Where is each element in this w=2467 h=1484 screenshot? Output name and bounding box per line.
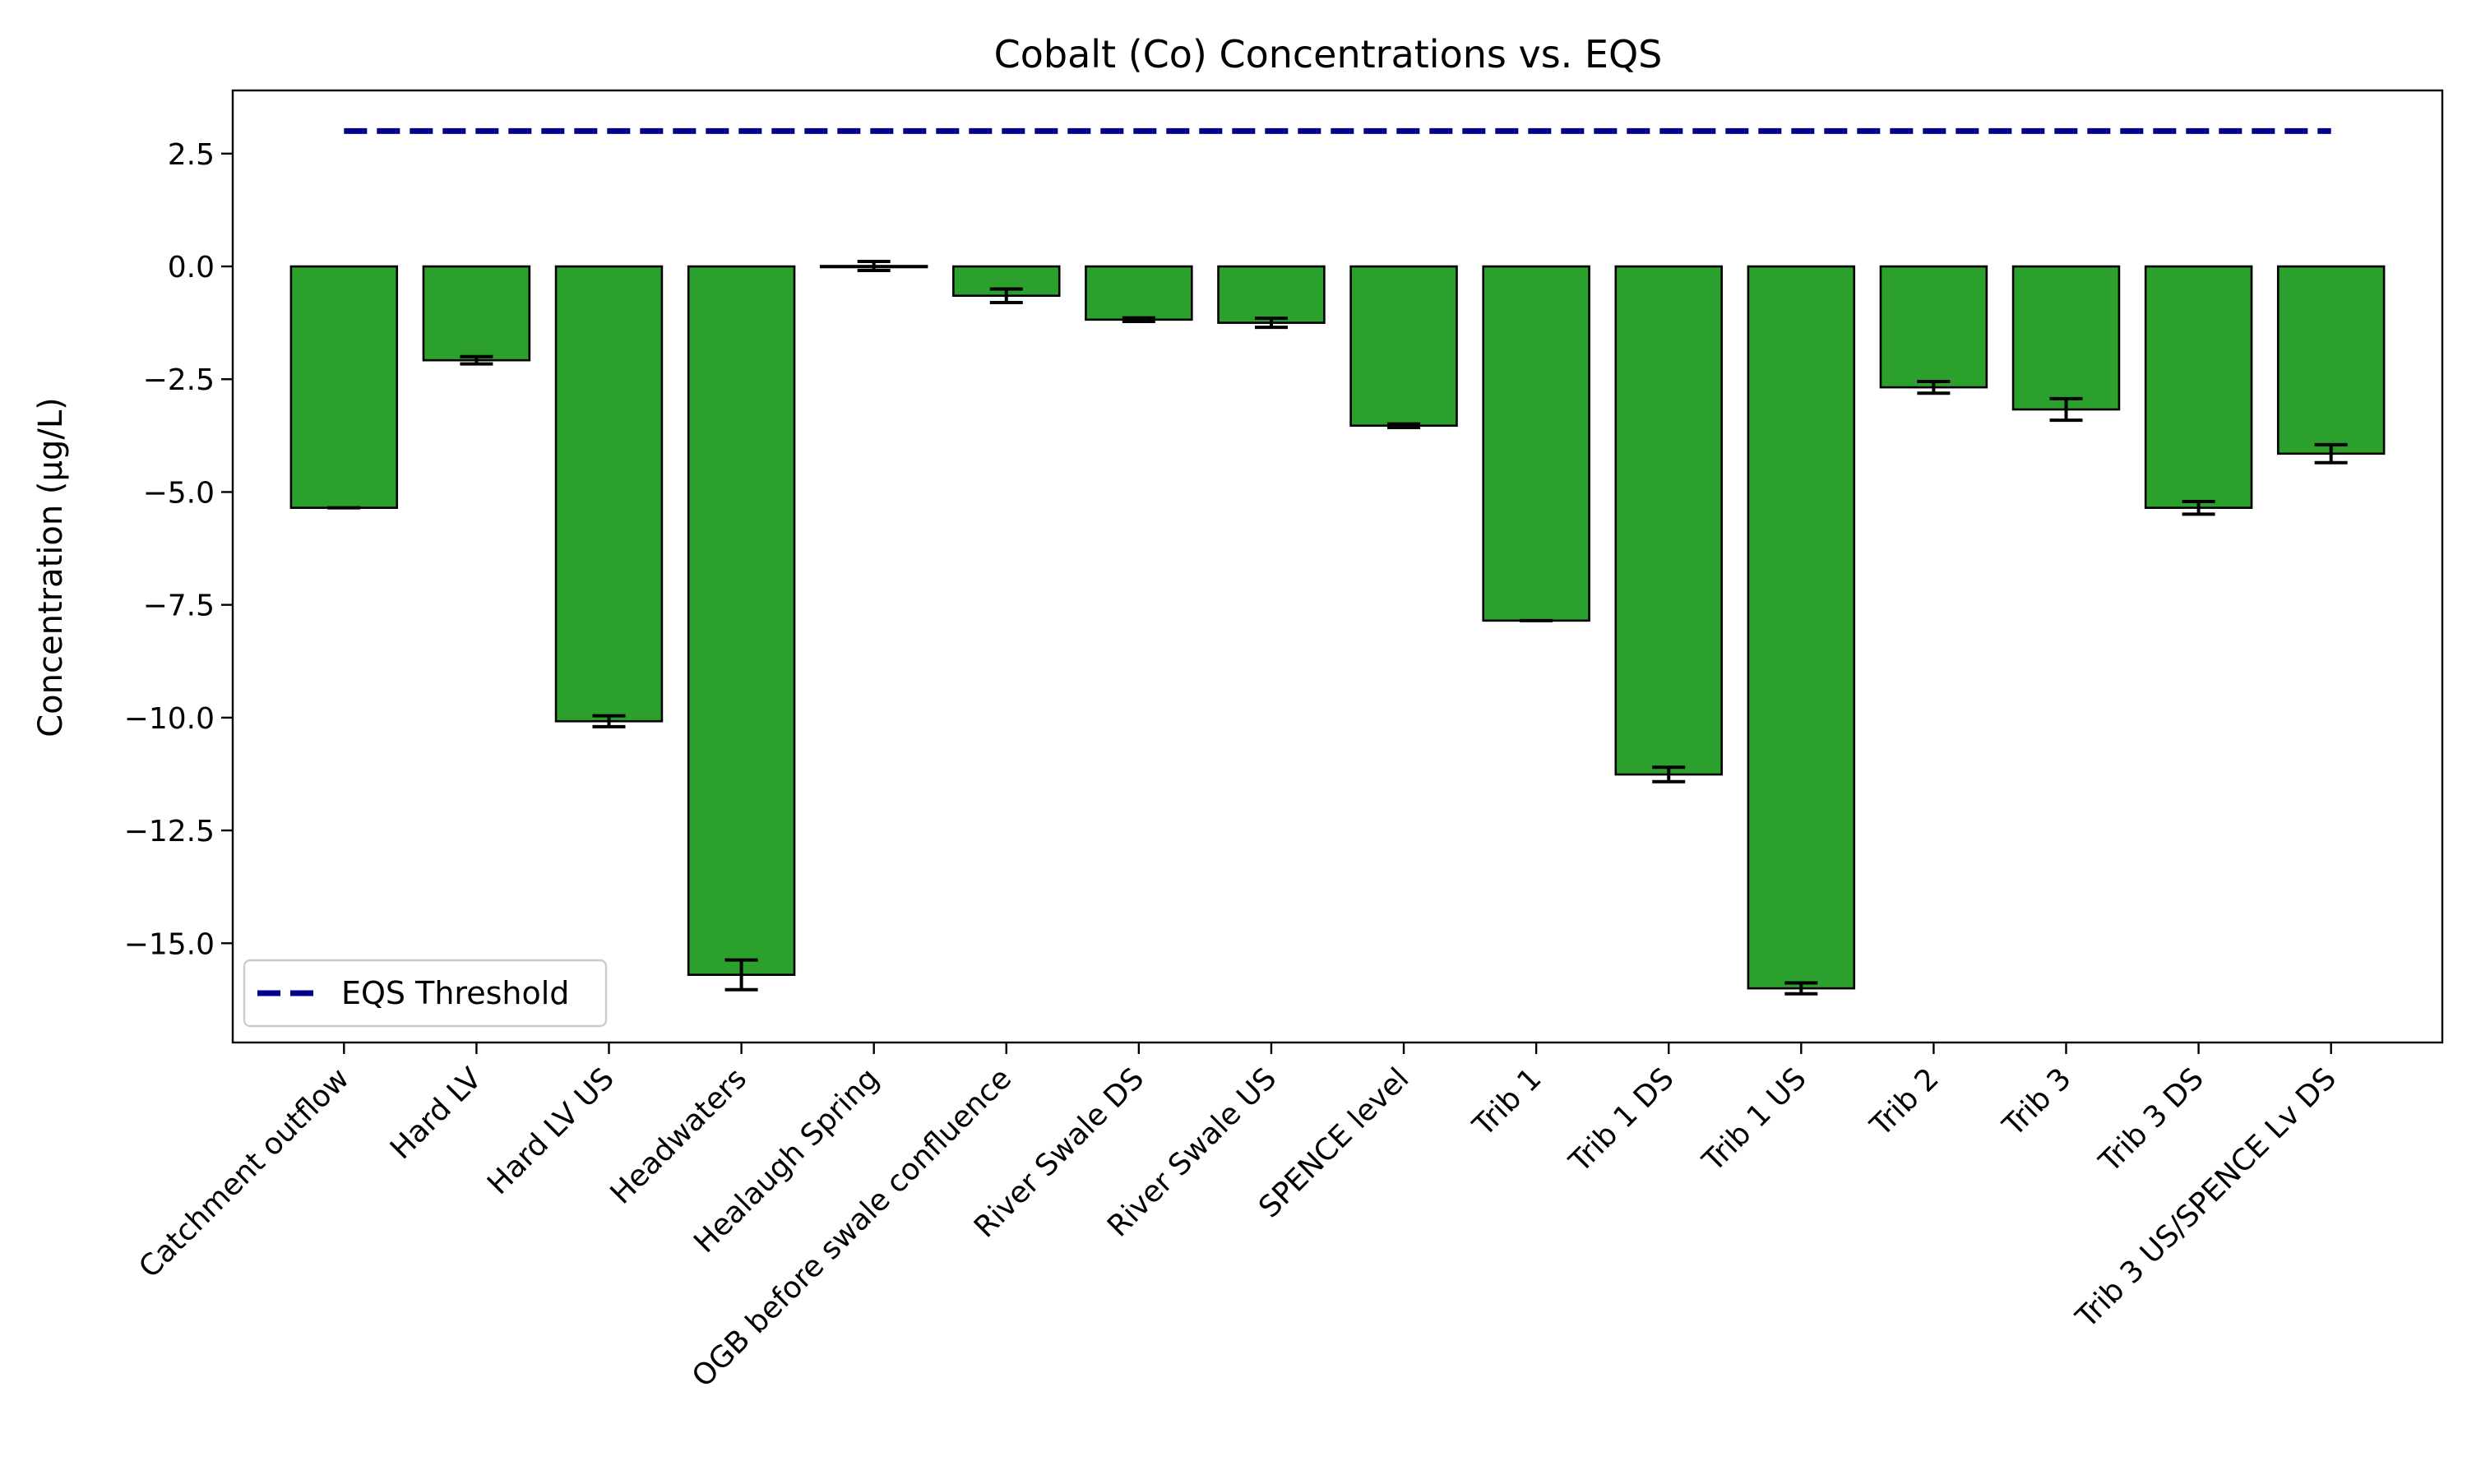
y-axis-ticks: 2.5 0.0 −2.5 −5.0 −7.5 −10.0 −12.5 −15.0	[124, 138, 233, 961]
bar-10	[1482, 265, 1590, 622]
error-bar-7	[1122, 316, 1155, 323]
plot-frame	[231, 89, 2444, 1044]
bar-11	[1614, 265, 1723, 776]
bar-8	[1217, 265, 1326, 324]
error-bar-12	[1784, 981, 1818, 996]
bar-2	[422, 265, 531, 362]
bar-13	[1879, 265, 1988, 389]
y-tick-label: −5.0	[143, 476, 215, 510]
error-bar-13	[1917, 379, 1951, 395]
y-tick-label: −7.5	[143, 589, 215, 623]
error-bar-15	[2182, 499, 2215, 516]
y-tick-label: −10.0	[124, 702, 215, 736]
y-tick-label: −15.0	[124, 927, 215, 961]
error-bar-8	[1254, 317, 1288, 330]
bar-9	[1349, 265, 1458, 428]
x-tick-label: Trib 3 DS	[2093, 1061, 2210, 1179]
bar-15	[2144, 265, 2253, 509]
bar-16	[2276, 265, 2386, 455]
x-tick-label: Trib 1 US	[1696, 1061, 1812, 1178]
error-bar-9	[1387, 422, 1421, 429]
y-tick-label: 0.0	[168, 251, 215, 284]
x-tick-label: Trib 3 US/SPENCE Lv DS	[2069, 1061, 2343, 1335]
error-bar-6	[989, 287, 1023, 304]
error-bar-4	[724, 958, 758, 992]
bar-14	[2011, 265, 2121, 411]
legend: EQS Threshold	[243, 959, 608, 1028]
bar-1	[289, 265, 399, 509]
y-tick-label: −2.5	[143, 363, 215, 397]
legend-label-eqs: EQS Threshold	[341, 975, 569, 1011]
bar-12	[1747, 265, 1856, 990]
x-tick-label: Trib 2	[1863, 1061, 1945, 1143]
x-tick-label: Headwaters	[604, 1061, 753, 1210]
error-bars-layer	[327, 260, 2348, 996]
bar-6	[952, 265, 1061, 298]
x-tick-label: Hard LV US	[481, 1061, 621, 1201]
x-tick-label: Trib 1 DS	[1562, 1061, 1680, 1179]
error-bar-16	[2314, 442, 2348, 465]
error-bar-2	[460, 354, 493, 366]
x-tick-label: Trib 1	[1466, 1061, 1548, 1143]
error-bar-14	[2049, 396, 2083, 423]
x-tick-label: Catchment outflow	[132, 1061, 355, 1284]
bar-4	[687, 265, 796, 976]
bars-layer	[289, 265, 2386, 990]
y-tick-label: 2.5	[168, 138, 215, 172]
chart-title: Cobalt (Co) Concentrations vs. EQS	[994, 32, 1663, 76]
x-tick-label: Hard LV	[384, 1061, 488, 1166]
y-tick-label: −12.5	[124, 815, 215, 848]
error-bar-5	[857, 260, 891, 272]
bar-7	[1085, 265, 1193, 321]
error-bar-3	[592, 714, 626, 728]
legend-box	[243, 959, 608, 1028]
error-bar-11	[1652, 765, 1686, 784]
bar-3	[554, 265, 664, 723]
y-axis-label: Concentration (μg/L)	[32, 397, 70, 737]
x-tick-label: Trib 3	[1996, 1061, 2077, 1143]
